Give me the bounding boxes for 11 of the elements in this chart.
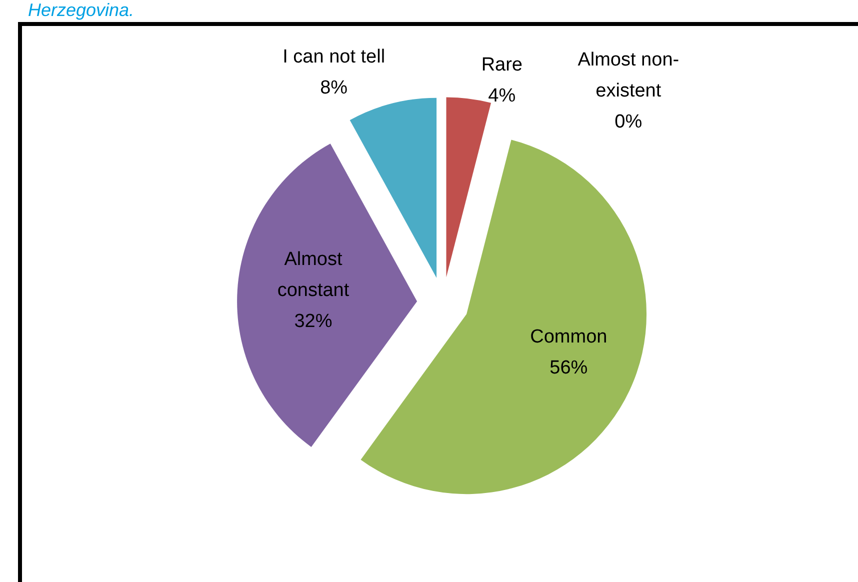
text: Herzegovina.	[28, 0, 134, 20]
text: 0%	[614, 111, 642, 132]
data-label: 56%	[550, 357, 588, 378]
slice-label: Almost constant	[277, 249, 350, 302]
slice-label: Common	[530, 326, 608, 348]
slice-label: Rare	[481, 54, 523, 76]
slice-label: I can not tell	[282, 46, 386, 68]
data-label: 8%	[320, 77, 348, 98]
data-label: 4%	[488, 86, 516, 107]
category-label: Almost non-existent	[578, 49, 680, 102]
data-label: 32%	[294, 311, 332, 332]
